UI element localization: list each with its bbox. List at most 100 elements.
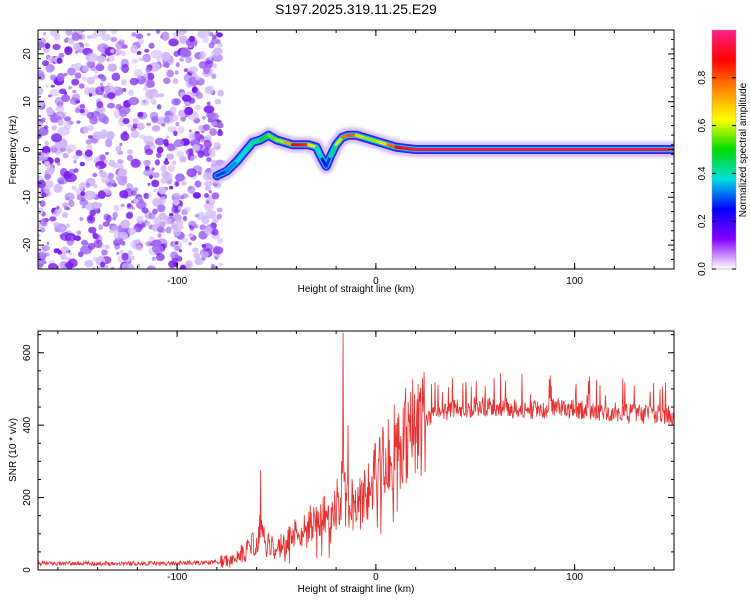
noise-blob — [84, 42, 90, 47]
noise-blob — [108, 64, 115, 71]
noise-blob — [135, 200, 147, 210]
noise-blob — [49, 216, 57, 222]
noise-blob — [121, 252, 129, 261]
noise-blob — [164, 62, 170, 68]
noise-blob — [174, 241, 179, 245]
noise-blob — [151, 125, 161, 132]
x-tick-label: 100 — [566, 276, 583, 287]
noise-blob — [43, 125, 49, 130]
noise-blob — [165, 135, 170, 139]
noise-blob — [97, 190, 106, 199]
snr-x-axis-label: Height of straight line (km) — [298, 584, 415, 595]
noise-blob — [170, 222, 178, 230]
y-tick-label: 400 — [22, 416, 33, 433]
noise-blob — [119, 142, 123, 147]
noise-blob — [188, 233, 194, 238]
noise-blob — [117, 39, 126, 46]
noise-blob — [216, 213, 222, 220]
noise-blob — [176, 150, 185, 158]
noise-blob — [47, 94, 53, 98]
spectrogram-y-axis-label: Frequency (Hz) — [8, 116, 19, 185]
noise-blob — [60, 254, 67, 260]
spectrogram-frame — [37, 29, 675, 270]
noise-blob — [215, 254, 220, 258]
noise-blob — [62, 111, 67, 116]
noise-blob — [159, 116, 164, 120]
noise-blob — [142, 53, 151, 63]
noise-blob — [136, 122, 145, 130]
noise-blob — [92, 131, 104, 140]
noise-blob — [188, 242, 192, 246]
noise-blob — [214, 52, 220, 57]
noise-blob — [146, 72, 155, 81]
snr-plot-area — [38, 331, 674, 570]
noise-blob — [77, 251, 84, 258]
noise-blob — [58, 52, 65, 59]
noise-blob — [167, 164, 175, 173]
noise-blob — [154, 137, 165, 146]
noise-blob — [158, 186, 167, 195]
noise-blob — [216, 39, 221, 45]
noise-blob — [62, 212, 69, 219]
noise-blob — [103, 86, 111, 93]
noise-blob — [66, 223, 70, 228]
noise-blob — [204, 185, 212, 191]
noise-blob — [135, 244, 143, 251]
ridge-segment — [267, 133, 278, 142]
noise-blob — [72, 93, 81, 102]
noise-blob — [107, 172, 114, 180]
noise-blob — [217, 237, 224, 244]
noise-blob — [104, 244, 110, 250]
noise-blob — [50, 84, 55, 88]
noise-blob — [173, 207, 179, 213]
ridge-segment — [245, 140, 255, 151]
colorbar-tick-label: 0.8 — [697, 70, 708, 84]
noise-blob — [87, 35, 93, 40]
ridge-segment — [324, 155, 332, 168]
noise-blob — [161, 51, 172, 61]
noise-blob — [130, 130, 140, 139]
noise-blob — [184, 106, 194, 116]
noise-blob — [53, 222, 60, 228]
noise-blob — [160, 177, 168, 184]
noise-blob — [38, 233, 41, 238]
noise-blob — [38, 86, 44, 96]
noise-blob — [50, 30, 59, 37]
noise-blob — [38, 127, 49, 136]
noise-blob — [64, 38, 69, 43]
noise-blob — [101, 249, 108, 256]
noise-blob — [192, 252, 201, 259]
noise-blob — [175, 182, 179, 186]
noise-blob — [152, 244, 164, 254]
noise-blob — [199, 51, 206, 60]
noise-blob — [206, 157, 212, 162]
noise-blob — [128, 89, 134, 97]
noise-blob — [140, 222, 146, 228]
noise-blob — [78, 182, 87, 190]
ridge-segment — [334, 136, 344, 147]
snr-x-tick-labels: -100 0 100 — [167, 572, 583, 583]
noise-blob — [196, 92, 203, 100]
noise-blob — [143, 168, 154, 177]
noise-blob — [212, 47, 223, 55]
noise-blob — [51, 133, 62, 143]
y-tick-label: 10 — [22, 96, 33, 108]
noise-blob — [73, 168, 79, 173]
noise-blob — [173, 192, 181, 198]
noise-blob — [112, 212, 118, 219]
x-tick-label: 100 — [566, 572, 583, 583]
spectrogram-signal-ridge — [208, 127, 674, 184]
noise-blob — [90, 65, 96, 72]
noise-blob — [199, 224, 206, 231]
y-tick-label: 600 — [22, 344, 33, 361]
noise-blob — [137, 111, 144, 118]
noise-blob — [123, 188, 134, 197]
noise-blob — [84, 259, 94, 268]
noise-blob — [173, 130, 178, 136]
noise-blob — [218, 128, 222, 133]
noise-blob — [46, 106, 54, 116]
noise-blob — [102, 221, 111, 227]
noise-blob — [151, 118, 158, 124]
noise-blob — [193, 43, 197, 47]
noise-blob — [163, 138, 169, 146]
